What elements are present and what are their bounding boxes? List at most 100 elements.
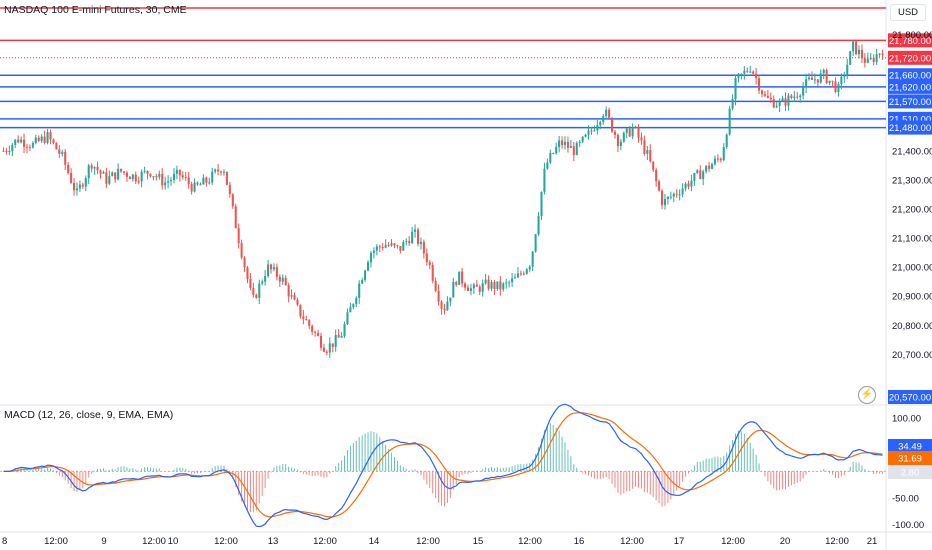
candle-body <box>672 193 675 197</box>
candle-body <box>108 176 111 184</box>
candle-body <box>505 282 508 284</box>
candle-body <box>790 95 793 99</box>
candle-body <box>587 130 590 135</box>
macd-title: MACD (12, 26, close, 9, EMA, EMA) <box>4 409 174 421</box>
level-tag <box>888 120 932 135</box>
candle-body <box>537 215 540 235</box>
candle-body <box>43 136 46 143</box>
candle-body <box>866 58 869 63</box>
candle-body <box>293 295 296 300</box>
candle-body <box>781 98 784 102</box>
candle-body <box>2 150 5 152</box>
candle-body <box>220 171 223 173</box>
candle-body <box>616 134 619 146</box>
macd-value-label: 34.49 <box>898 442 922 453</box>
candle-body <box>522 273 525 275</box>
candle-body <box>137 181 140 183</box>
candle-body <box>143 170 146 172</box>
candle-body <box>796 96 799 98</box>
candle-body <box>49 132 52 140</box>
lightning-icon[interactable]: ⚡ <box>858 386 876 404</box>
candle-body <box>96 167 99 171</box>
candle-body <box>217 169 220 172</box>
candle-body <box>575 142 578 155</box>
candle-body <box>343 324 346 337</box>
macd-tick-label: 100.00 <box>892 414 921 425</box>
candle-body <box>602 116 605 123</box>
candle-body <box>208 182 211 184</box>
candle-body <box>452 281 455 298</box>
candle-body <box>702 171 705 180</box>
candle-body <box>243 257 246 268</box>
candle-body <box>402 242 405 251</box>
candle-body <box>478 286 481 292</box>
time-tick-label: 12:00 <box>142 536 166 547</box>
candle-body <box>358 283 361 298</box>
candle-body <box>205 177 208 183</box>
candle-body <box>634 126 637 128</box>
candle-body <box>411 231 414 244</box>
price-tick-label: 21,000.00 <box>892 263 932 274</box>
candle-body <box>766 95 769 98</box>
candle-body <box>5 150 8 152</box>
candle-body <box>699 170 702 180</box>
level-tag <box>888 33 932 48</box>
candle-body <box>675 193 678 195</box>
candle-body <box>728 108 731 135</box>
candle-body <box>211 171 214 183</box>
candle-body <box>199 184 202 186</box>
candle-body <box>631 127 634 137</box>
candle-body <box>134 174 137 182</box>
macd-signal-line <box>3 412 883 518</box>
candle-body <box>625 128 628 133</box>
candle-body <box>752 71 755 74</box>
candle-body <box>58 149 61 154</box>
candle-body <box>114 172 117 180</box>
candle-body <box>543 168 546 192</box>
candle-body <box>422 241 425 254</box>
candle-body <box>405 241 408 243</box>
level-tag-label: 21,570.00 <box>889 97 931 108</box>
candle-body <box>466 287 470 291</box>
price-tick-label: 20,800.00 <box>892 321 932 332</box>
candle-body <box>431 265 434 281</box>
candle-body <box>161 173 164 186</box>
candle-body <box>852 41 855 52</box>
candle-body <box>516 273 519 278</box>
candle-body <box>743 70 746 74</box>
candle-body <box>525 269 528 274</box>
candle-body <box>364 270 367 281</box>
candle-body <box>658 181 661 191</box>
candle-body <box>396 245 399 247</box>
candle-body <box>599 122 602 126</box>
candle-body <box>822 69 825 74</box>
candle-body <box>825 69 828 83</box>
candle-body <box>158 173 161 177</box>
candle-body <box>381 247 384 249</box>
candle-body <box>99 170 102 174</box>
candle-body <box>619 141 622 146</box>
candle-body <box>140 171 143 182</box>
candle-body <box>14 139 17 145</box>
currency-selector[interactable]: USD <box>890 4 926 21</box>
candle-body <box>175 169 178 174</box>
candle-body <box>152 176 155 178</box>
candle-body <box>581 136 584 142</box>
time-tick-label: 12:00 <box>214 536 238 547</box>
candle-body <box>831 80 834 82</box>
candle-body <box>23 139 26 147</box>
candle-body <box>93 167 96 169</box>
candle-body <box>666 196 669 200</box>
macd-tick-label: -50.00 <box>892 494 919 505</box>
candle-body <box>437 290 440 302</box>
level-tag <box>888 68 932 83</box>
candle-body <box>440 301 443 309</box>
price-tick-label: 21,200.00 <box>892 205 932 216</box>
candle-body <box>170 179 173 182</box>
candle-body <box>655 169 658 182</box>
candle-body <box>464 283 467 288</box>
macd-line <box>3 403 883 528</box>
candle-body <box>20 139 23 143</box>
